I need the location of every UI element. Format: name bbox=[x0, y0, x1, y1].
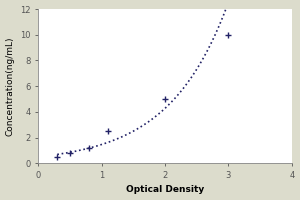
Y-axis label: Concentration(ng/mL): Concentration(ng/mL) bbox=[6, 36, 15, 136]
X-axis label: Optical Density: Optical Density bbox=[126, 185, 204, 194]
